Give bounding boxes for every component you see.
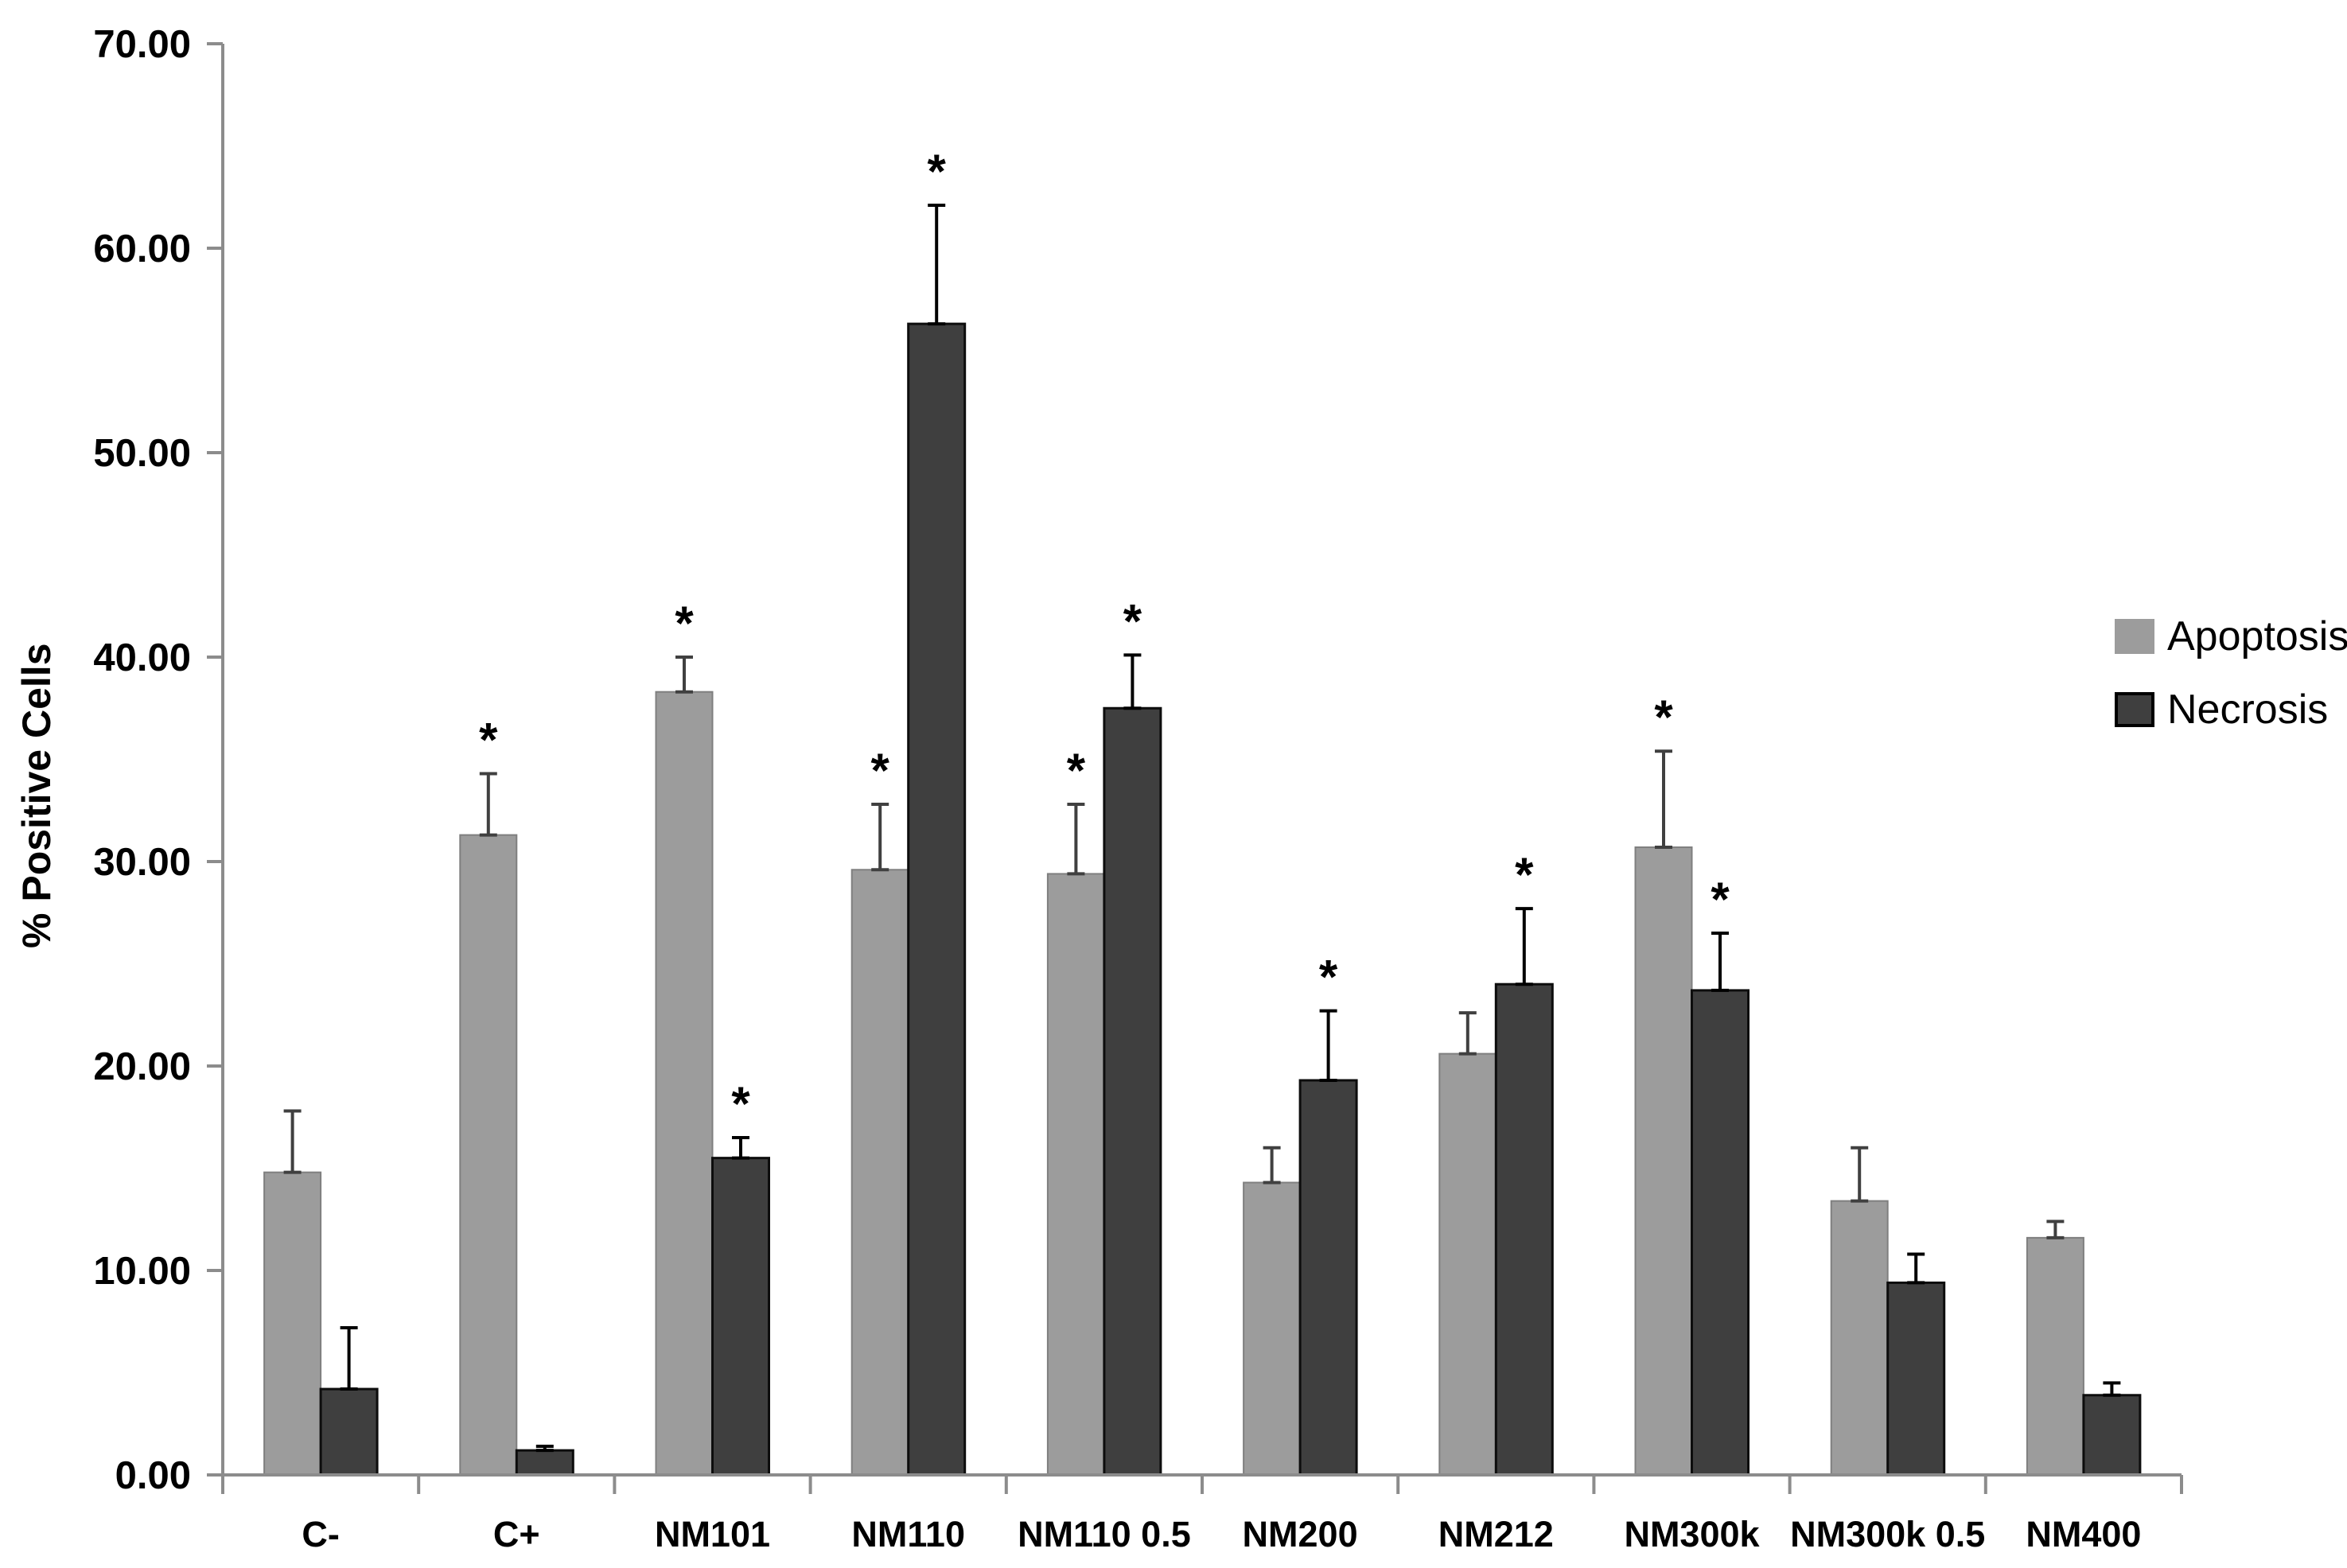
bar-necrosis-NM200 — [1298, 1079, 1358, 1477]
significance-asterisk: * — [871, 744, 890, 797]
significance-asterisk: * — [1067, 744, 1086, 797]
significance-asterisk: * — [1711, 873, 1730, 926]
bar-necrosis-NM400 — [2082, 1394, 2142, 1477]
bar-apoptosis-NM300k 0.5 — [1830, 1200, 1889, 1476]
y-tick-label: 60.00 — [93, 228, 191, 270]
bar-necrosis-NM212 — [1494, 982, 1554, 1477]
y-tick-label: 0.00 — [115, 1454, 191, 1497]
bar-necrosis-NM101 — [711, 1157, 770, 1477]
x-category-label: C+ — [493, 1514, 540, 1554]
significance-asterisk: * — [928, 145, 947, 198]
x-category-label: NM101 — [655, 1514, 770, 1554]
bar-necrosis-NM110 — [907, 322, 967, 1477]
legend-item-apoptosis: Apoptosis — [2115, 613, 2347, 660]
apoptosis-swatch-icon — [2115, 619, 2154, 654]
legend: Apoptosis Necrosis — [2115, 613, 2347, 733]
legend-label-apoptosis: Apoptosis — [2167, 613, 2347, 659]
bar-necrosis-NM110 0.5 — [1103, 706, 1162, 1477]
legend-label-necrosis: Necrosis — [2167, 687, 2329, 733]
bar-necrosis-NM300k — [1691, 989, 1750, 1477]
x-category-label: NM110 0.5 — [1018, 1514, 1191, 1554]
x-category-label: NM110 — [851, 1514, 965, 1554]
significance-asterisk: * — [1654, 691, 1673, 744]
y-tick-label: 40.00 — [93, 636, 191, 679]
y-tick-label: 20.00 — [93, 1045, 191, 1088]
necrosis-swatch-icon — [2115, 692, 2154, 727]
x-category-label: NM300k 0.5 — [1790, 1514, 1985, 1554]
significance-asterisk: * — [731, 1077, 750, 1130]
x-category-label: NM400 — [2026, 1514, 2141, 1554]
y-tick-label: 10.00 — [93, 1250, 191, 1293]
significance-asterisk: * — [675, 597, 694, 650]
x-category-label: NM200 — [1243, 1514, 1358, 1554]
bar-necrosis-C+ — [515, 1449, 574, 1477]
x-category-label: C- — [302, 1514, 339, 1554]
bar-necrosis-NM300k 0.5 — [1886, 1281, 1946, 1477]
bar-apoptosis-C+ — [459, 834, 518, 1476]
y-tick-label: 30.00 — [93, 841, 191, 884]
bar-apoptosis-NM110 — [850, 869, 909, 1476]
bar-apoptosis-NM212 — [1438, 1052, 1497, 1476]
significance-asterisk: * — [1515, 848, 1534, 901]
bar-apoptosis-NM300k — [1634, 846, 1693, 1476]
significance-asterisk: * — [1123, 594, 1142, 648]
bar-necrosis-C- — [319, 1387, 379, 1477]
bar-apoptosis-C- — [263, 1171, 322, 1476]
y-tick-label: 50.00 — [93, 432, 191, 475]
y-tick-label: 70.00 — [93, 23, 191, 66]
bar-apoptosis-NM110 0.5 — [1046, 873, 1105, 1477]
significance-asterisk: * — [1319, 951, 1338, 1004]
bar-apoptosis-NM400 — [2026, 1236, 2084, 1476]
x-category-label: NM300k — [1624, 1514, 1760, 1554]
y-axis-title: % Positive Cells — [14, 643, 59, 948]
legend-item-necrosis: Necrosis — [2115, 686, 2347, 733]
significance-asterisk: * — [479, 713, 498, 766]
bar-apoptosis-NM101 — [655, 691, 714, 1476]
x-category-label: NM212 — [1438, 1514, 1554, 1554]
bar-apoptosis-NM200 — [1243, 1181, 1302, 1476]
